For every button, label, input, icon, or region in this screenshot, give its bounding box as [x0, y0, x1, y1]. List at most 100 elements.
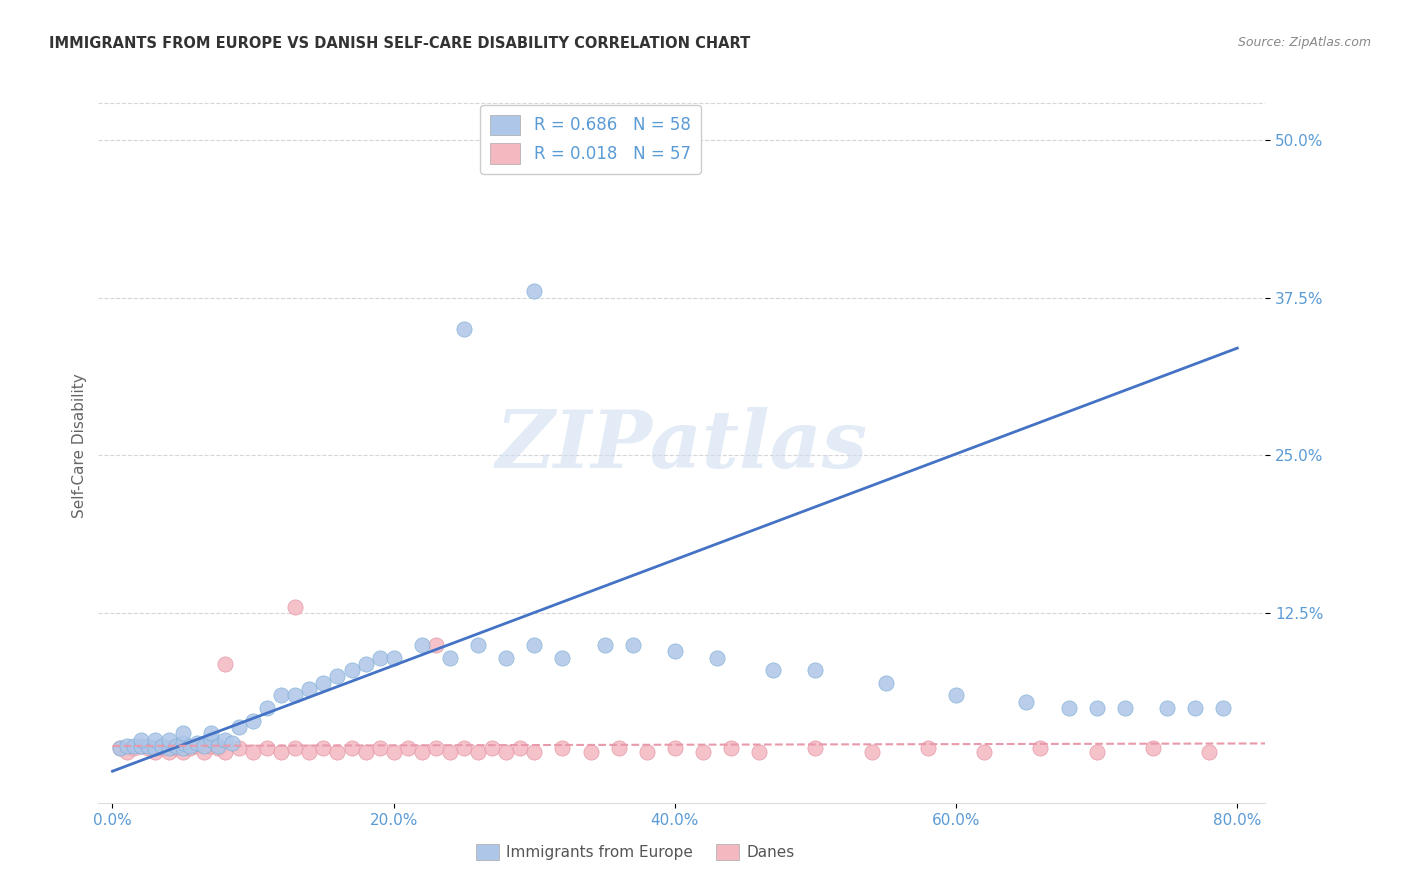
Point: [214, 657, 236, 671]
Point: [720, 741, 742, 756]
Point: [150, 739, 173, 753]
Point: [1184, 701, 1206, 715]
Text: ZIPatlas: ZIPatlas: [496, 408, 868, 484]
Point: [860, 745, 883, 759]
Point: [875, 675, 897, 690]
Point: [748, 745, 770, 759]
Point: [172, 736, 194, 750]
Point: [122, 739, 145, 753]
Point: [108, 741, 131, 756]
Point: [172, 726, 194, 740]
Point: [193, 745, 215, 759]
Point: [143, 745, 166, 759]
Point: [523, 638, 546, 652]
Point: [298, 682, 321, 697]
Point: [312, 675, 335, 690]
Point: [1057, 701, 1080, 715]
Point: [186, 736, 208, 750]
Point: [692, 745, 714, 759]
Point: [382, 745, 405, 759]
Point: [242, 745, 264, 759]
Point: [270, 745, 292, 759]
Point: [481, 741, 503, 756]
Point: [228, 741, 250, 756]
Point: [143, 741, 166, 756]
Point: [1085, 745, 1108, 759]
Point: [256, 701, 278, 715]
Point: [453, 322, 475, 336]
Point: [607, 741, 630, 756]
Point: [129, 732, 152, 747]
Point: [593, 638, 616, 652]
Point: [221, 736, 243, 750]
Point: [467, 745, 489, 759]
Point: [186, 739, 208, 753]
Point: [129, 739, 152, 753]
Point: [136, 739, 159, 753]
Point: [382, 650, 405, 665]
Point: [157, 741, 180, 756]
Point: [425, 741, 447, 756]
Point: [136, 741, 159, 756]
Text: Source: ZipAtlas.com: Source: ZipAtlas.com: [1237, 36, 1371, 49]
Y-axis label: Self-Care Disability: Self-Care Disability: [72, 374, 87, 518]
Point: [439, 650, 461, 665]
Point: [270, 689, 292, 703]
Point: [165, 739, 187, 753]
Point: [165, 741, 187, 756]
Point: [157, 732, 180, 747]
Point: [368, 741, 391, 756]
Point: [284, 741, 307, 756]
Point: [411, 745, 433, 759]
Point: [1198, 745, 1220, 759]
Point: [115, 745, 138, 759]
Point: [340, 663, 363, 677]
Point: [179, 739, 201, 753]
Point: [326, 745, 349, 759]
Point: [453, 741, 475, 756]
Point: [207, 739, 229, 753]
Point: [495, 650, 517, 665]
Point: [207, 741, 229, 756]
Point: [579, 745, 602, 759]
Point: [354, 657, 377, 671]
Point: [1156, 701, 1178, 715]
Point: [804, 663, 827, 677]
Point: [1015, 695, 1038, 709]
Point: [664, 741, 686, 756]
Point: [467, 638, 489, 652]
Point: [439, 745, 461, 759]
Point: [523, 745, 546, 759]
Point: [621, 638, 644, 652]
Point: [256, 741, 278, 756]
Point: [495, 745, 517, 759]
Legend: Immigrants from Europe, Danes: Immigrants from Europe, Danes: [470, 838, 801, 866]
Point: [312, 741, 335, 756]
Point: [368, 650, 391, 665]
Point: [326, 669, 349, 683]
Point: [917, 741, 939, 756]
Point: [242, 714, 264, 728]
Point: [284, 600, 307, 615]
Point: [284, 689, 307, 703]
Point: [664, 644, 686, 658]
Point: [706, 650, 728, 665]
Point: [411, 638, 433, 652]
Point: [179, 741, 201, 756]
Point: [523, 285, 546, 299]
Point: [214, 732, 236, 747]
Point: [973, 745, 995, 759]
Point: [214, 745, 236, 759]
Point: [200, 739, 222, 753]
Point: [354, 745, 377, 759]
Point: [945, 689, 967, 703]
Point: [129, 739, 152, 753]
Point: [108, 741, 131, 756]
Point: [1142, 741, 1164, 756]
Point: [172, 741, 194, 756]
Point: [1029, 741, 1052, 756]
Point: [115, 739, 138, 753]
Point: [143, 732, 166, 747]
Point: [636, 745, 658, 759]
Point: [1212, 701, 1234, 715]
